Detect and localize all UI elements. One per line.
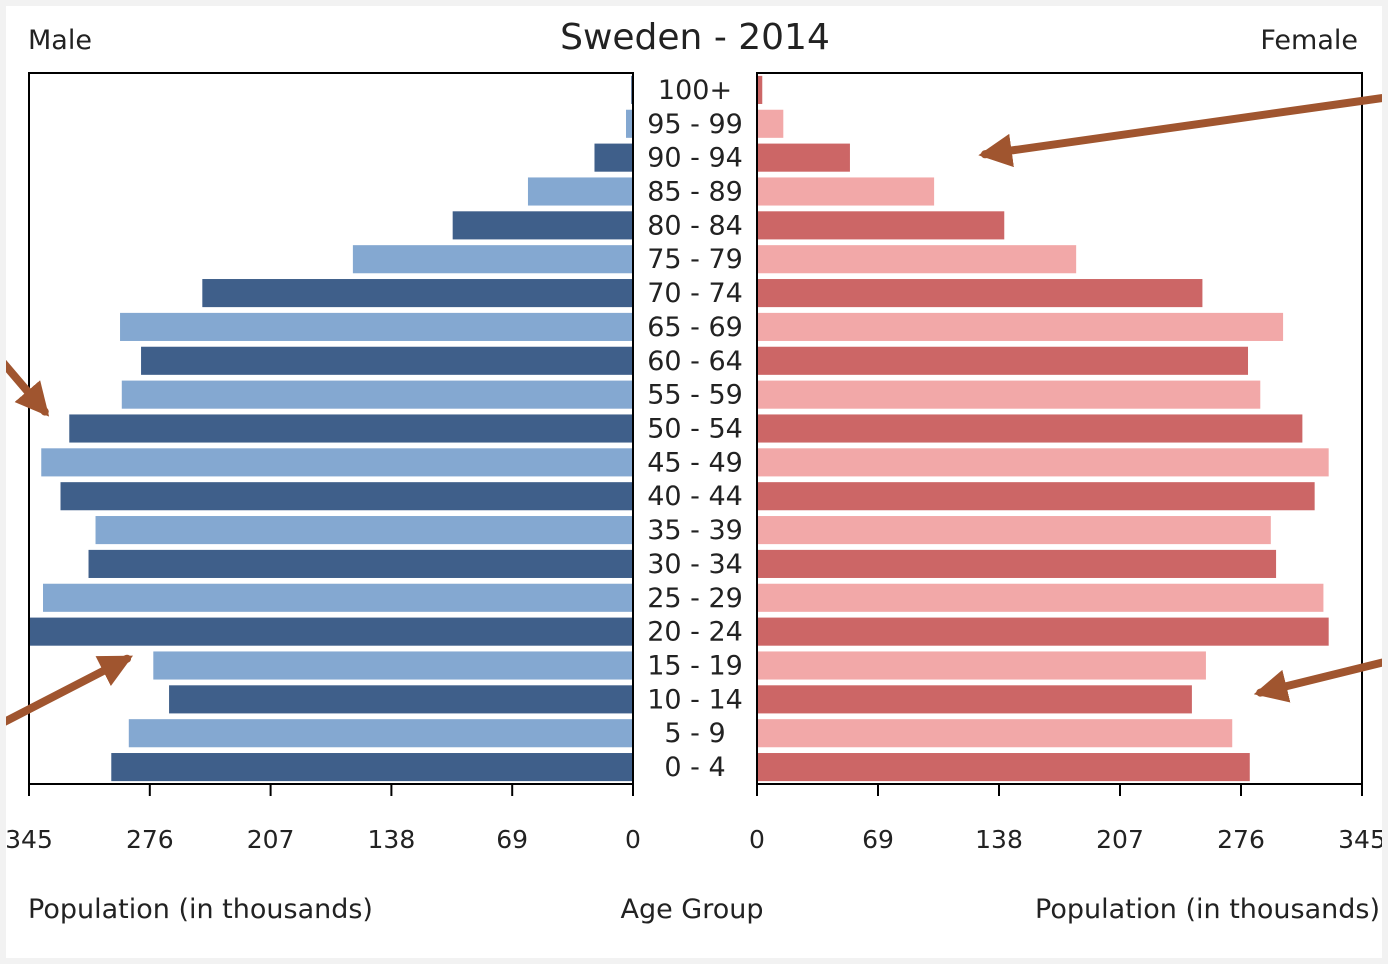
female-tick-label: 207 — [1096, 825, 1144, 854]
female-bar-55-59 — [757, 380, 1261, 409]
female-tick-label: 345 — [1338, 825, 1382, 854]
male-bar-5-9 — [128, 719, 633, 748]
male-axis-ticks: 345 276 207 138 69 0 — [6, 784, 641, 854]
age-group-label: 60 - 64 — [647, 346, 743, 377]
male-bar-90-94 — [594, 143, 633, 172]
female-bar-35-39 — [757, 516, 1271, 545]
female-tick-label: 0 — [749, 825, 765, 854]
age-group-label: 30 - 34 — [647, 549, 743, 580]
male-bar-15-19 — [153, 651, 633, 680]
age-group-label: 100+ — [658, 75, 732, 106]
population-pyramid-chart: Sweden - 2014 Male Female 100+95 - 9990 … — [6, 17, 1382, 925]
female-bar-45-49 — [757, 448, 1329, 477]
female-bar-40-44 — [757, 482, 1315, 511]
chart-title: Sweden - 2014 — [560, 17, 830, 58]
male-tick-label: 276 — [126, 825, 174, 854]
female-tick-label: 276 — [1217, 825, 1265, 854]
age-group-label: 50 - 54 — [647, 414, 743, 445]
age-group-label: 35 - 39 — [647, 515, 743, 546]
age-group-label: 80 - 84 — [647, 210, 743, 241]
male-bar-45-49 — [41, 448, 634, 477]
female-bar-95-99 — [757, 109, 784, 138]
age-group-label: 0 - 4 — [664, 752, 725, 783]
annotation-arrows — [6, 93, 1382, 726]
female-tick-label: 69 — [862, 825, 894, 854]
female-bar-20-24 — [757, 617, 1329, 646]
male-bar-75-79 — [352, 245, 633, 274]
male-bar-70-74 — [202, 279, 634, 308]
male-bar-60-64 — [141, 346, 633, 375]
female-tick-label: 138 — [975, 825, 1023, 854]
age-group-label: 90 - 94 — [647, 143, 743, 174]
age-group-axis-label: Age Group — [620, 894, 763, 925]
female-bar-5-9 — [757, 719, 1233, 748]
female-bar-60-64 — [757, 346, 1249, 375]
annotation-arrow-4 — [6, 654, 134, 726]
male-bar-0-4 — [111, 753, 633, 782]
male-label: Male — [28, 25, 92, 56]
female-plot-frame — [756, 72, 1363, 785]
age-group-label: 40 - 44 — [647, 481, 743, 512]
male-bars — [29, 75, 634, 782]
age-group-label: 15 - 19 — [647, 651, 743, 682]
female-bar-80-84 — [757, 211, 1005, 240]
male-tick-label: 345 — [6, 825, 53, 854]
female-bar-90-94 — [757, 143, 850, 172]
male-bar-40-44 — [60, 482, 633, 511]
male-bar-65-69 — [120, 312, 634, 341]
age-group-label: 5 - 9 — [664, 718, 725, 749]
female-bar-0-4 — [757, 753, 1250, 782]
male-bar-85-89 — [527, 177, 633, 206]
male-tick-label: 69 — [496, 825, 528, 854]
female-bar-15-19 — [757, 651, 1206, 680]
annotation-arrow-1 — [978, 93, 1382, 168]
male-bar-30-34 — [88, 549, 633, 578]
female-bar-75-79 — [757, 245, 1077, 274]
annotation-arrow-2 — [1253, 658, 1382, 703]
female-bar-30-34 — [757, 549, 1277, 578]
age-group-label: 70 - 74 — [647, 278, 743, 309]
male-tick-label: 207 — [247, 825, 295, 854]
age-group-label: 85 - 89 — [647, 177, 743, 208]
male-plot-frame — [28, 72, 634, 785]
female-axis-ticks: 0 69 138 207 276 345 — [749, 784, 1382, 854]
age-group-label: 45 - 49 — [647, 447, 743, 478]
age-group-label: 55 - 59 — [647, 380, 743, 411]
male-bar-55-59 — [121, 380, 634, 409]
female-label: Female — [1260, 25, 1358, 56]
male-x-axis-label: Population (in thousands) — [28, 894, 373, 925]
female-bar-100plus — [757, 75, 763, 104]
male-bar-25-29 — [43, 583, 633, 612]
male-bar-80-84 — [452, 211, 633, 240]
male-tick-label: 0 — [625, 825, 641, 854]
age-group-label: 95 - 99 — [647, 109, 743, 140]
female-bar-70-74 — [757, 279, 1203, 308]
male-tick-label: 138 — [368, 825, 416, 854]
female-bar-50-54 — [757, 414, 1303, 443]
age-group-label: 20 - 24 — [647, 617, 743, 648]
female-bar-25-29 — [757, 583, 1324, 612]
age-group-label: 75 - 79 — [647, 244, 743, 275]
female-bars — [757, 75, 1329, 782]
male-bar-35-39 — [95, 516, 634, 545]
male-bar-10-14 — [169, 685, 633, 714]
age-group-label: 10 - 14 — [647, 684, 743, 715]
chart-canvas: Sweden - 2014 Male Female 100+ 95 - 99 90 … — [6, 6, 1382, 958]
male-bar-95-99 — [625, 109, 633, 138]
male-bar-20-24 — [29, 617, 633, 646]
annotation-arrow-3 — [6, 359, 50, 417]
female-x-axis-label: Population (in thousands) — [1035, 894, 1380, 925]
female-bar-10-14 — [757, 685, 1192, 714]
age-group-label: 25 - 29 — [647, 583, 743, 614]
female-bar-85-89 — [757, 177, 935, 206]
age-group-label: 65 - 69 — [647, 312, 743, 343]
female-bar-65-69 — [757, 312, 1284, 341]
male-bar-50-54 — [69, 414, 633, 443]
